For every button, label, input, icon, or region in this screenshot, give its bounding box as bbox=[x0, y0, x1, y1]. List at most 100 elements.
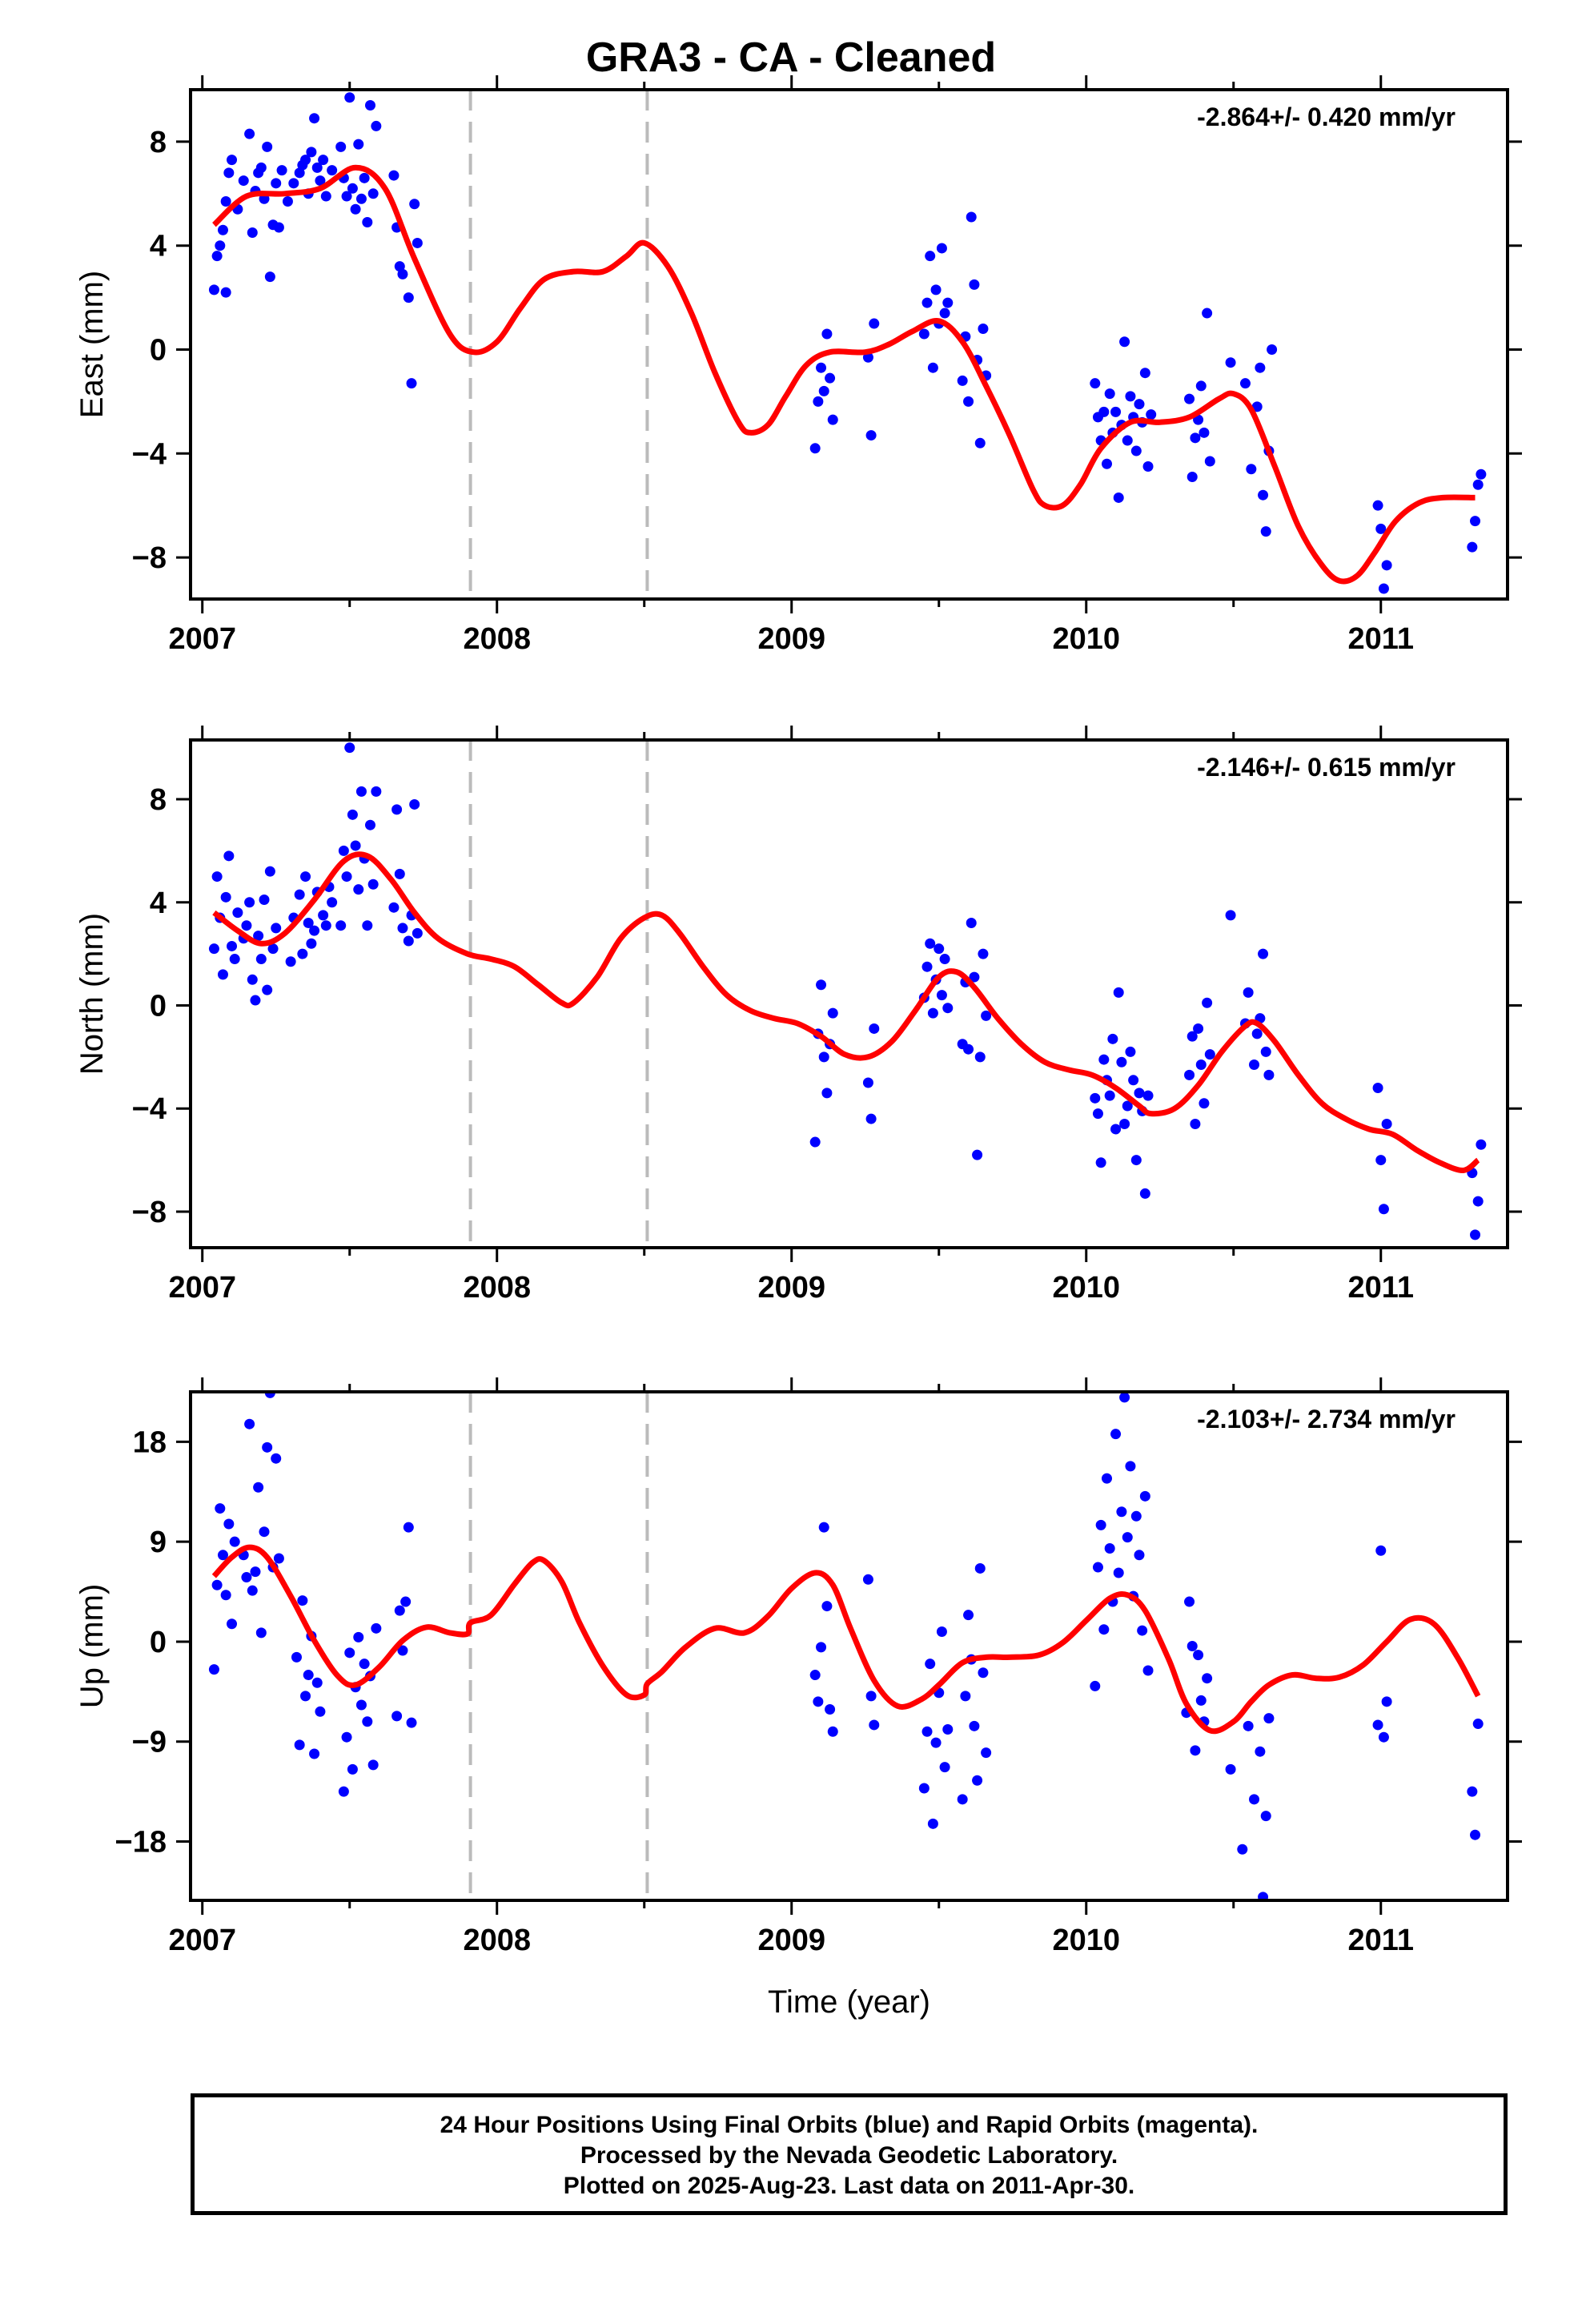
up-point bbox=[262, 1441, 273, 1453]
up-point bbox=[1372, 1719, 1383, 1731]
north-point bbox=[297, 948, 308, 959]
north-point bbox=[827, 1007, 838, 1019]
north-point bbox=[1263, 1069, 1275, 1080]
east-point bbox=[1113, 492, 1124, 503]
up-point bbox=[362, 1716, 373, 1727]
north-point bbox=[1204, 1049, 1215, 1060]
north-point bbox=[353, 884, 364, 895]
east-point bbox=[1134, 399, 1145, 410]
east-point bbox=[318, 155, 329, 166]
north-point bbox=[1202, 997, 1213, 1008]
north-point bbox=[934, 943, 945, 955]
north-point bbox=[1128, 1075, 1139, 1086]
up-point bbox=[1102, 1473, 1113, 1484]
east-point bbox=[942, 297, 954, 308]
up-point bbox=[1243, 1720, 1254, 1731]
east-point bbox=[276, 165, 287, 176]
east-point bbox=[273, 222, 284, 233]
up-point bbox=[1122, 1532, 1133, 1543]
east-point bbox=[1122, 435, 1133, 446]
north-point bbox=[1381, 1119, 1392, 1130]
up-point bbox=[978, 1667, 989, 1679]
east-point bbox=[1186, 471, 1198, 482]
north-point bbox=[391, 804, 403, 815]
north-point bbox=[1107, 1033, 1118, 1044]
up-point bbox=[942, 1723, 954, 1735]
north-point bbox=[974, 1051, 986, 1063]
up-y-tick-label: 18 bbox=[133, 1425, 167, 1459]
east-point bbox=[412, 237, 423, 248]
north-point bbox=[327, 897, 338, 908]
up-point bbox=[241, 1572, 252, 1583]
up-point bbox=[921, 1726, 933, 1737]
north-point bbox=[981, 1010, 992, 1021]
up-point bbox=[1186, 1641, 1198, 1651]
up-point bbox=[1381, 1696, 1392, 1707]
up-fit-line bbox=[211, 1544, 1481, 1735]
up-point bbox=[1193, 1650, 1204, 1661]
footer-line-1: 24 Hour Positions Using Final Orbits (bl… bbox=[440, 2112, 1259, 2138]
up-point bbox=[1202, 1673, 1213, 1684]
east-point bbox=[974, 437, 986, 448]
up-point bbox=[927, 1818, 938, 1829]
east-point bbox=[1110, 406, 1122, 417]
up-x-tick-label: 2010 bbox=[1052, 1924, 1120, 1957]
north-point bbox=[1372, 1082, 1383, 1093]
up-point bbox=[963, 1610, 974, 1621]
north-point bbox=[1098, 1054, 1110, 1065]
east-point bbox=[217, 224, 228, 235]
north-point bbox=[1092, 1108, 1103, 1120]
up-point bbox=[250, 1566, 261, 1578]
north-point bbox=[300, 871, 311, 883]
east-point bbox=[816, 362, 827, 373]
east-point bbox=[865, 430, 877, 441]
north-point bbox=[1260, 1046, 1271, 1057]
up-point bbox=[223, 1518, 235, 1530]
east-y-tick-label: −4 bbox=[132, 437, 167, 471]
north-point bbox=[271, 923, 282, 934]
up-point bbox=[247, 1585, 258, 1596]
north-point bbox=[309, 925, 320, 936]
north-point bbox=[229, 954, 240, 965]
north-point bbox=[362, 920, 373, 931]
east-point bbox=[921, 297, 933, 308]
up-x-tick-label: 2007 bbox=[168, 1924, 236, 1957]
north-point bbox=[865, 1113, 877, 1124]
up-panel: 2007 2008 2009 2010 2011 −18 −9 0 9 18 Up (mm) -2.1… bbox=[74, 1377, 1522, 2020]
north-point bbox=[969, 971, 980, 983]
east-y-tick-label: 8 bbox=[150, 126, 167, 159]
east-point bbox=[327, 165, 338, 176]
east-point bbox=[818, 385, 829, 396]
east-point bbox=[238, 175, 249, 187]
north-point bbox=[963, 1043, 974, 1055]
north-point bbox=[1130, 1155, 1142, 1166]
north-point bbox=[809, 1136, 821, 1148]
east-point bbox=[1142, 461, 1154, 472]
up-point bbox=[391, 1711, 403, 1722]
up-point bbox=[355, 1699, 367, 1711]
up-points bbox=[208, 1392, 1484, 1900]
up-point bbox=[208, 1664, 219, 1675]
up-point bbox=[344, 1647, 355, 1659]
north-point bbox=[1186, 1031, 1198, 1042]
east-point bbox=[1146, 409, 1157, 420]
east-point bbox=[1119, 336, 1130, 348]
east-point bbox=[966, 211, 977, 223]
east-point bbox=[220, 196, 231, 207]
north-point bbox=[241, 920, 252, 931]
east-point bbox=[1467, 541, 1478, 553]
up-point bbox=[1467, 1786, 1478, 1797]
up-point bbox=[273, 1553, 284, 1564]
north-point bbox=[403, 935, 414, 947]
east-point bbox=[247, 227, 258, 238]
east-point bbox=[969, 279, 980, 290]
north-point bbox=[394, 868, 405, 879]
up-point bbox=[930, 1737, 942, 1748]
north-point bbox=[1472, 1196, 1484, 1207]
north-point bbox=[1190, 1119, 1201, 1130]
north-point bbox=[220, 891, 231, 903]
east-point bbox=[288, 178, 299, 189]
east-point bbox=[1225, 357, 1236, 368]
up-point bbox=[1095, 1519, 1106, 1530]
east-fit-line bbox=[211, 164, 1476, 585]
